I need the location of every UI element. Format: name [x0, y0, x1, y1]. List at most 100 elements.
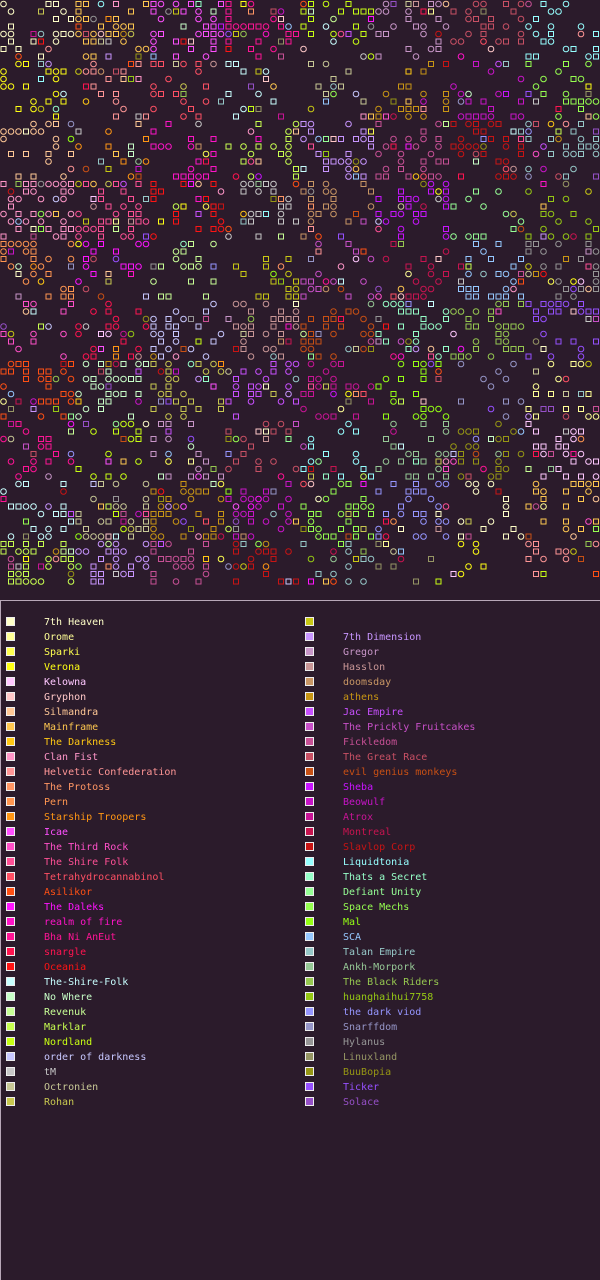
square-icon[interactable] [458, 263, 464, 270]
square-icon[interactable] [128, 8, 134, 15]
square-icon[interactable] [90, 248, 97, 255]
circle-icon[interactable] [375, 218, 382, 225]
square-icon[interactable] [158, 541, 164, 547]
square-icon[interactable] [323, 316, 329, 322]
square-icon[interactable] [173, 53, 179, 60]
square-icon[interactable] [158, 218, 164, 225]
square-icon[interactable] [405, 16, 412, 22]
square-icon[interactable] [578, 406, 584, 412]
circle-icon[interactable] [457, 473, 465, 480]
square-icon[interactable] [360, 548, 367, 555]
circle-icon[interactable] [570, 293, 577, 300]
square-icon[interactable] [405, 143, 412, 150]
square-icon[interactable] [540, 571, 547, 577]
square-icon[interactable] [158, 338, 164, 345]
circle-icon[interactable] [577, 450, 585, 458]
square-icon[interactable] [525, 61, 532, 67]
square-icon[interactable] [180, 248, 187, 255]
circle-icon[interactable] [45, 60, 52, 68]
circle-icon[interactable] [300, 330, 307, 338]
circle-icon[interactable] [360, 473, 367, 480]
circle-icon[interactable] [427, 405, 435, 413]
square-icon[interactable] [143, 1, 149, 7]
square-icon[interactable] [0, 548, 7, 555]
square-icon[interactable] [495, 488, 502, 495]
square-icon[interactable] [578, 301, 584, 307]
circle-icon[interactable] [195, 465, 202, 473]
square-icon[interactable] [173, 173, 179, 180]
square-icon[interactable] [548, 151, 554, 157]
square-icon[interactable] [578, 256, 584, 262]
square-icon[interactable] [180, 173, 187, 180]
square-icon[interactable] [105, 31, 112, 37]
circle-icon[interactable] [285, 510, 292, 518]
circle-icon[interactable] [262, 518, 270, 525]
circle-icon[interactable] [135, 353, 142, 360]
circle-icon[interactable] [322, 188, 330, 195]
square-icon[interactable] [255, 143, 262, 150]
square-icon[interactable] [383, 113, 389, 120]
square-icon[interactable] [165, 121, 172, 127]
square-icon[interactable] [473, 61, 479, 67]
square-icon[interactable] [173, 61, 179, 67]
circle-icon[interactable] [420, 90, 427, 98]
square-icon[interactable] [593, 308, 599, 315]
circle-icon[interactable] [300, 345, 307, 353]
circle-icon[interactable] [390, 548, 397, 555]
square-icon[interactable] [458, 451, 464, 457]
square-icon[interactable] [585, 391, 592, 397]
square-icon[interactable] [158, 263, 164, 270]
circle-icon[interactable] [420, 203, 427, 210]
circle-icon[interactable] [52, 105, 60, 113]
square-icon[interactable] [90, 38, 97, 45]
square-icon[interactable] [158, 511, 164, 517]
square-icon[interactable] [23, 466, 29, 472]
square-icon[interactable] [98, 361, 104, 367]
circle-icon[interactable] [397, 285, 405, 293]
square-icon[interactable] [465, 263, 472, 270]
square-icon[interactable] [443, 158, 449, 165]
square-icon[interactable] [15, 563, 22, 570]
circle-icon[interactable] [360, 53, 367, 60]
circle-icon[interactable] [240, 495, 247, 503]
square-icon[interactable] [585, 143, 592, 150]
square-icon[interactable] [218, 1, 224, 7]
square-icon[interactable] [195, 143, 202, 150]
square-icon[interactable] [225, 8, 232, 15]
square-icon[interactable] [405, 308, 412, 315]
circle-icon[interactable] [270, 458, 277, 465]
square-icon[interactable] [128, 353, 134, 360]
circle-icon[interactable] [472, 338, 480, 345]
circle-icon[interactable] [352, 308, 360, 315]
circle-icon[interactable] [75, 143, 82, 150]
square-icon[interactable] [30, 256, 37, 262]
square-icon[interactable] [488, 308, 494, 315]
circle-icon[interactable] [262, 330, 270, 338]
circle-icon[interactable] [90, 495, 97, 503]
square-icon[interactable] [428, 8, 434, 15]
square-icon[interactable] [113, 353, 119, 360]
square-icon[interactable] [593, 518, 599, 525]
square-icon[interactable] [383, 173, 389, 180]
circle-icon[interactable] [52, 68, 60, 75]
circle-icon[interactable] [592, 278, 600, 285]
circle-icon[interactable] [330, 308, 337, 315]
circle-icon[interactable] [172, 248, 180, 255]
circle-icon[interactable] [22, 248, 30, 255]
circle-icon[interactable] [547, 8, 555, 15]
square-icon[interactable] [210, 211, 217, 217]
square-icon[interactable] [525, 53, 532, 60]
square-icon[interactable] [173, 398, 179, 405]
square-icon[interactable] [203, 173, 209, 180]
circle-icon[interactable] [502, 413, 510, 420]
circle-icon[interactable] [112, 255, 120, 263]
square-icon[interactable] [248, 443, 254, 450]
square-icon[interactable] [293, 293, 299, 300]
square-icon[interactable] [300, 188, 307, 195]
square-icon[interactable] [15, 503, 22, 510]
square-icon[interactable] [68, 301, 74, 307]
circle-icon[interactable] [465, 233, 472, 240]
square-icon[interactable] [435, 578, 442, 585]
square-icon[interactable] [278, 16, 284, 22]
square-icon[interactable] [120, 158, 127, 165]
